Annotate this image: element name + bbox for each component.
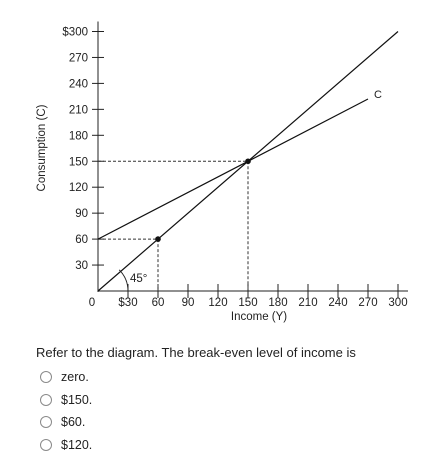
option-label: $120. (61, 437, 93, 452)
y-tick-label: 60 (75, 234, 88, 246)
x-tick-label: 0 (89, 297, 95, 309)
y-tick-label: 30 (75, 260, 88, 272)
y-tick-label: $300 (62, 27, 88, 39)
x-tick-label: 60 (152, 297, 165, 309)
option-zero[interactable]: zero. (40, 366, 92, 389)
option-120[interactable]: $120. (40, 434, 92, 457)
radio-button[interactable] (40, 371, 52, 384)
x-tick-label: 150 (238, 297, 257, 309)
option-label: $150. (61, 392, 93, 407)
y-tick-label: 240 (69, 78, 88, 90)
annotations: 45° C (118, 89, 382, 292)
radio-button[interactable] (40, 393, 52, 406)
option-150[interactable]: $150. (40, 389, 92, 412)
x-tick-label: 120 (208, 297, 227, 309)
y-tick-label: 180 (69, 130, 88, 142)
x-tick-label: 210 (298, 297, 317, 309)
x-tick-label: 240 (328, 297, 347, 309)
option-label: $60. (61, 415, 86, 430)
tick-labels: 30 60 90 120 150 180 210 240 270 $300 0 $30 60 90 120 1… (62, 27, 407, 310)
y-tick-label: 270 (69, 52, 88, 64)
x-tick-label: 90 (182, 297, 195, 309)
x-tick-label: 270 (358, 297, 377, 309)
answer-options: zero. $150. $60. $120. (40, 366, 92, 456)
x-tick-label: $30 (118, 297, 137, 309)
angle-arc (118, 269, 129, 292)
consumption-line (97, 98, 369, 240)
question-text: Refer to the diagram. The break-even lev… (36, 345, 356, 360)
option-60[interactable]: $60. (40, 411, 92, 434)
x-axis-label: Income (Y) (231, 311, 287, 323)
radio-button[interactable] (40, 438, 52, 451)
data-point (155, 236, 161, 242)
y-axis-label: Consumption (C) (36, 104, 48, 191)
data-points (155, 158, 251, 242)
x-tick-label: 180 (268, 297, 287, 309)
option-label: zero. (61, 370, 89, 385)
y-tick-label: 150 (69, 156, 88, 168)
series-label-c: C (374, 89, 382, 101)
y-tick-label: 90 (75, 208, 88, 220)
guide-lines (98, 160, 249, 291)
y-tick-label: 120 (69, 182, 88, 194)
y-tick-label: 210 (69, 104, 88, 116)
x-tick-label: 300 (388, 297, 407, 309)
data-point (245, 158, 251, 165)
consumption-income-chart: 45° C 30 60 90 120 150 180 210 240 270 $300 0 $30 60 9… (36, 21, 408, 323)
angle-label: 45° (130, 273, 147, 285)
radio-button[interactable] (40, 416, 52, 429)
